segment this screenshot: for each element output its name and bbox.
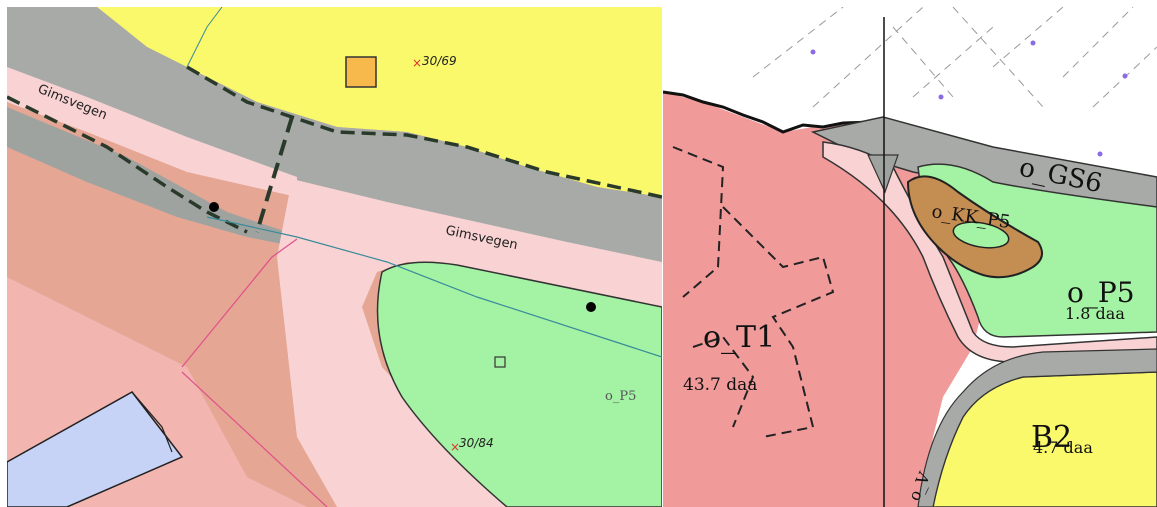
left-map-canvas[interactable]: × × Gimsvegen Gimsvegen 30/69 30/84 o_P5 [7,7,662,507]
black-dot-marker [586,302,596,312]
building-footprint [7,391,184,507]
magenta-boundary-2 [181,371,328,507]
zone-code-label: B2 [1031,420,1072,455]
grey-road-arc [917,348,1157,507]
right-map-canvas[interactable]: o_T1 43.7 daa o_P5 1.8 daa B2 4.7 daa o_… [663,7,1157,507]
zone-area-label: 43.7 daa [683,375,757,395]
red-cross-icon: × [450,440,460,454]
small-square-symbol [494,356,506,368]
grey-road-band-lower [7,107,297,247]
yellow-zone [97,7,662,197]
property-label: 30/69 [422,54,457,68]
red-cross-icon: × [412,56,422,70]
zone-boundary-edge [663,90,874,134]
zone-code-label: o_P5 [1067,276,1135,309]
blue-line-top [186,7,223,68]
dashed-boundary-lower [7,95,248,234]
orange-square-marker [345,56,377,88]
right-map-panel[interactable]: o_T1 43.7 daa o_P5 1.8 daa B2 4.7 daa o_… [663,7,1157,507]
dashed-property-grid [752,7,1157,108]
black-dot-marker [209,202,219,212]
zone-code-label: o_T1 [703,320,775,355]
dashed-boundary-upper [186,65,662,199]
blue-line [206,216,662,358]
pink-road-area [277,179,662,507]
pink-road-strip [7,67,297,197]
magenta-boundary-1 [181,238,298,368]
zone-label: o_P5 [605,389,636,404]
zone-area-label: 4.7 daa [1033,438,1093,457]
green-park-area [376,261,662,507]
dashed-building-outlines [672,146,835,438]
left-map-panel[interactable]: × × Gimsvegen Gimsvegen 30/69 30/84 o_P5 [7,7,662,507]
inner-green-ellipse [952,221,1010,249]
grey-road-band [7,7,662,272]
building-detail-line [131,391,173,453]
zone-area-label: 1.8 daa [1065,304,1125,323]
grey-triangle [867,154,899,194]
property-label: 30/84 [459,436,494,450]
dashed-boundary-vertical [255,116,294,233]
pink-road-band [822,141,1157,363]
